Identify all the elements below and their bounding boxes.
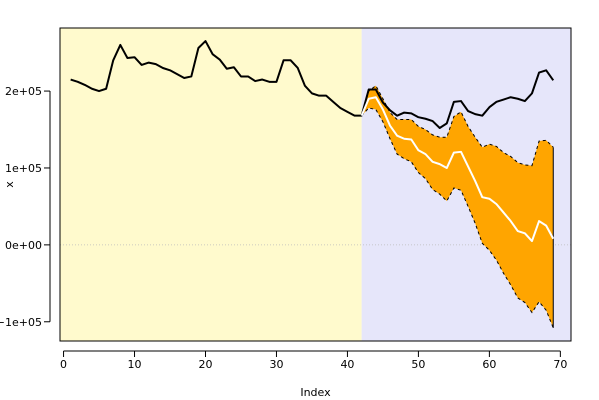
y-axis-title: x: [3, 181, 16, 188]
series-line-0: [70, 40, 555, 129]
y-tick-label: 1e+05: [5, 162, 42, 175]
y-axis: −1e+05 0e+00 1e+05 2e+05: [0, 85, 51, 329]
x-axis: 0 10 20 30 40 50 60 70: [60, 350, 567, 371]
x-tick-label: 10: [128, 358, 142, 371]
x-tick-label: 70: [553, 358, 567, 371]
x-tick-label: 20: [198, 358, 212, 371]
y-tick-label: 2e+05: [5, 85, 42, 98]
plot-area-border: [59, 27, 572, 342]
band-fill: [361, 85, 554, 328]
series-line-1: [360, 96, 555, 243]
x-axis-title: Index: [300, 386, 331, 399]
x-tick-label: 40: [340, 358, 354, 371]
y-tick-label: −1e+05: [0, 316, 42, 329]
series-lines: [70, 40, 555, 243]
region-0: [60, 28, 362, 341]
x-tick-label: 0: [60, 358, 67, 371]
band-upper-line: [361, 84, 554, 167]
x-tick-label: 50: [411, 358, 425, 371]
x-tick-label: 60: [482, 358, 496, 371]
x-tick-label: 30: [269, 358, 283, 371]
y-tick-label: 0e+00: [5, 239, 42, 252]
